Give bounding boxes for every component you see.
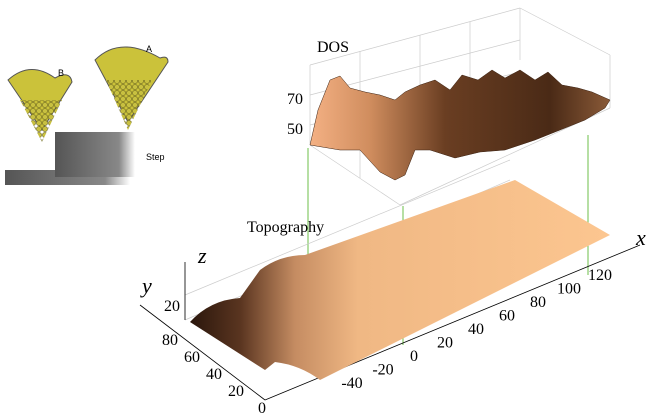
topography-surface: [190, 180, 610, 380]
z-axis-label: z: [197, 243, 207, 268]
inset: B A Step: [5, 44, 169, 185]
y-tick-label: 40: [206, 366, 222, 383]
y-tick-label: 0: [258, 400, 266, 417]
x-tick-label: 120: [588, 267, 612, 284]
step-label: Step: [146, 152, 165, 162]
tip-a-atoms: [106, 80, 152, 130]
tip-b: [7, 69, 73, 131]
x-tick-label: 100: [557, 281, 581, 298]
y-tick-label: 60: [184, 349, 200, 366]
tip-b-atoms: [20, 100, 62, 142]
x-tick-label: -40: [341, 375, 362, 392]
dos-z-tick-label: 50: [287, 121, 303, 138]
x-tick-label: 0: [410, 348, 418, 365]
x-tick-label: 40: [468, 321, 484, 338]
y-tick-label: 80: [162, 332, 178, 349]
x-tick-label: -20: [372, 362, 393, 379]
z-tick-label: 20: [164, 298, 180, 315]
tick-labels: -40 -20 0 20 40 60 80 100 120 0 20 40 60 80 20 70 50: [162, 91, 612, 417]
dos-title: DOS: [317, 39, 349, 56]
topography-title: Topography: [247, 219, 324, 236]
tip-a-label: A: [146, 44, 152, 54]
dos-z-tick-label: 70: [287, 91, 303, 108]
x-tick-label: 80: [530, 294, 546, 311]
y-axis-label: y: [140, 273, 152, 298]
step-block: [55, 132, 135, 177]
x-tick-label: 20: [437, 335, 453, 352]
tip-b-label: B: [58, 68, 64, 78]
y-tick-label: 20: [228, 383, 244, 400]
x-tick-label: 60: [499, 308, 515, 325]
dos-surface: [309, 69, 611, 181]
x-axis-label: x: [635, 225, 646, 250]
